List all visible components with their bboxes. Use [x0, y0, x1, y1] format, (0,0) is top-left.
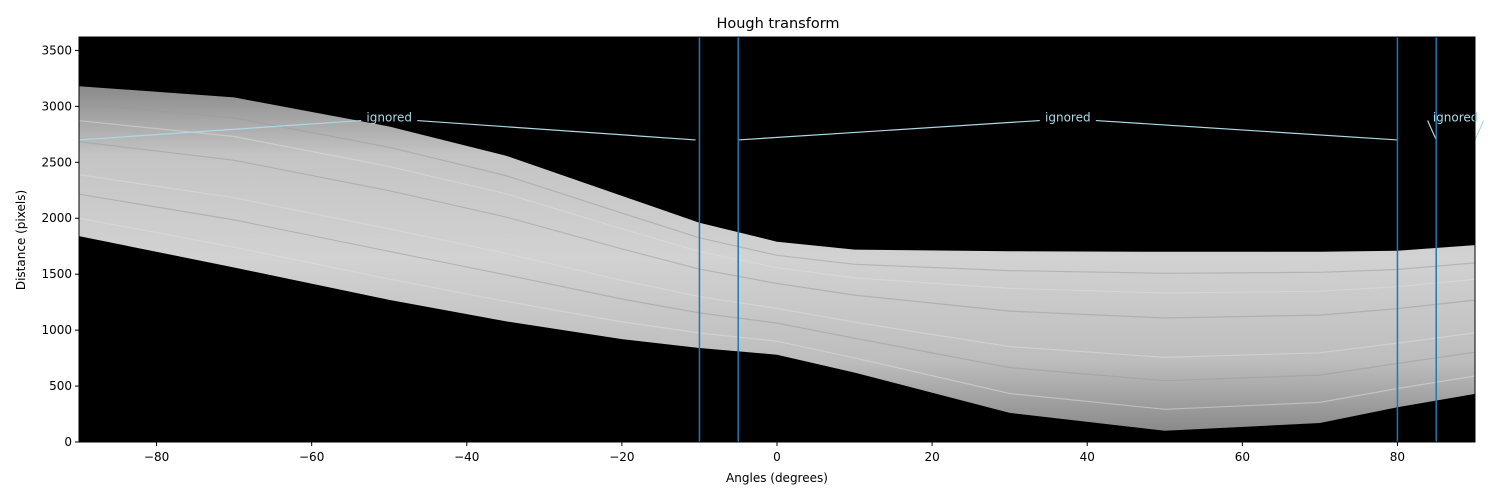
vertical-lines [698, 37, 1437, 442]
annotation-pointer [738, 119, 1040, 141]
y-tick-label: 500 [49, 379, 72, 393]
band-streak [78, 103, 1476, 274]
y-axis: 0 500 1000 1500 2000 2500 3000 3500 [41, 43, 79, 449]
y-tick-label: 2000 [41, 211, 72, 225]
x-tick-label: 0 [773, 450, 781, 464]
x-tick-label: −20 [609, 450, 634, 464]
annotation-label: ignored [366, 111, 412, 125]
annotation-pointer [78, 119, 362, 141]
band-streak [78, 120, 1476, 294]
x-axis: −80 −60 −40 −20 0 20 40 60 80 [144, 442, 1405, 464]
x-tick-label: −60 [299, 450, 324, 464]
y-tick-label: 2500 [41, 155, 72, 169]
annotation-pointer [1474, 120, 1485, 141]
annotation-pointer [417, 119, 696, 141]
y-tick-label: 3500 [41, 43, 72, 57]
x-tick-label: −80 [144, 450, 169, 464]
annotation-pointer [1427, 120, 1437, 141]
x-tick-label: 60 [1235, 450, 1250, 464]
x-tick-label: 20 [924, 450, 939, 464]
y-tick-label: 3000 [41, 99, 72, 113]
chart-title: Hough transform [716, 16, 839, 32]
band-streak [78, 193, 1476, 382]
y-axis-label: Distance (pixels) [14, 190, 28, 290]
x-tick-label: −40 [454, 450, 479, 464]
annotation-label: ignored [1045, 111, 1091, 125]
annotation-label: ignored [1433, 111, 1479, 125]
x-tick-label: 80 [1390, 450, 1405, 464]
y-tick-label: 0 [64, 435, 72, 449]
hough-band-area [79, 86, 1475, 431]
hough-band [78, 86, 1476, 431]
annotation-pointer [1095, 119, 1398, 141]
band-streak [78, 174, 1476, 359]
band-streak [78, 217, 1476, 410]
band-streak [78, 141, 1476, 319]
y-tick-label: 1500 [41, 267, 72, 281]
annotations: ignored ignored ignored [78, 111, 1485, 141]
x-axis-label: Angles (degrees) [726, 471, 828, 485]
y-tick-label: 1000 [41, 323, 72, 337]
x-tick-label: 40 [1080, 450, 1095, 464]
